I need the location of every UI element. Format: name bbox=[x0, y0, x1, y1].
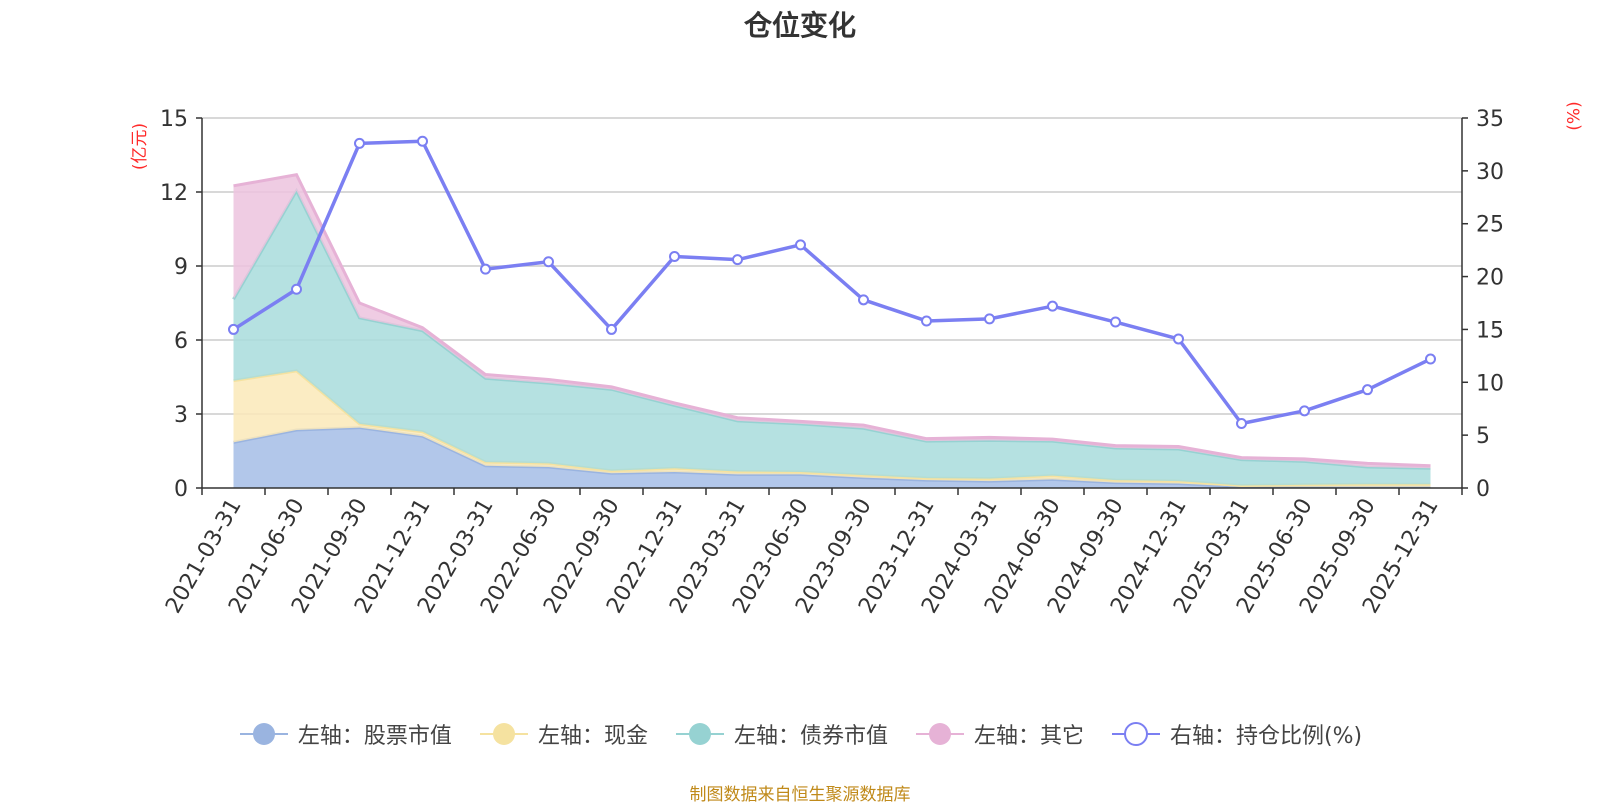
right-tick-label: 30 bbox=[1476, 160, 1504, 185]
legend-label: 左轴：其它 bbox=[973, 724, 1084, 749]
line-point bbox=[291, 283, 302, 295]
line-point bbox=[417, 135, 428, 147]
legend-item[interactable]: 左轴：股票市值 bbox=[238, 718, 452, 750]
legend-swatch-icon bbox=[479, 723, 528, 745]
area-左轴：债券市值 bbox=[233, 190, 1431, 486]
line-point bbox=[1110, 316, 1121, 328]
left-tick-label: 3 bbox=[174, 403, 188, 428]
legend-item[interactable]: 左轴：债券市值 bbox=[674, 718, 888, 750]
left-axis-unit: (亿元) bbox=[130, 122, 151, 171]
right-tick-label: 5 bbox=[1476, 424, 1490, 449]
source-note: 制图数据来自恒生聚源数据库 bbox=[689, 785, 911, 805]
left-tick-label: 9 bbox=[174, 255, 188, 280]
line-point bbox=[1362, 384, 1373, 396]
legend-item[interactable]: 右轴：持仓比例(%) bbox=[1110, 718, 1362, 750]
right-tick-label: 0 bbox=[1476, 477, 1490, 502]
line-point bbox=[1236, 418, 1247, 430]
line-point bbox=[732, 254, 743, 266]
legend-item[interactable]: 左轴：其它 bbox=[914, 718, 1084, 750]
legend-label: 左轴：债券市值 bbox=[733, 724, 888, 749]
legend: 左轴：股票市值 左轴：现金 左轴：债券市值 左轴：其它 右轴：持仓比例(%) bbox=[0, 718, 1600, 750]
right-tick-label: 35 bbox=[1476, 107, 1504, 132]
right-tick-label: 20 bbox=[1476, 266, 1504, 291]
legend-swatch-icon bbox=[1111, 722, 1160, 746]
area-edge-左轴：其它 bbox=[233, 173, 1431, 468]
right-axis-unit: (%) bbox=[1564, 101, 1585, 131]
line-point bbox=[354, 137, 365, 149]
legend-label: 左轴：现金 bbox=[537, 724, 648, 749]
left-tick-label: 0 bbox=[174, 477, 188, 502]
legend-swatch-icon bbox=[239, 723, 288, 745]
line-point bbox=[606, 323, 617, 335]
legend-swatch-icon bbox=[675, 723, 724, 745]
line-point bbox=[984, 313, 995, 325]
line-point bbox=[1173, 333, 1184, 345]
line-point bbox=[480, 263, 491, 275]
line-series bbox=[232, 139, 1432, 426]
legend-label: 左轴：股票市值 bbox=[297, 724, 452, 749]
left-tick-label: 15 bbox=[160, 107, 188, 132]
right-tick-label: 10 bbox=[1476, 371, 1504, 396]
left-tick-label: 6 bbox=[174, 329, 188, 354]
chart-title: 仓位变化 bbox=[743, 9, 856, 42]
area-左轴：股票市值 bbox=[233, 427, 1431, 488]
line-point bbox=[1299, 405, 1310, 417]
line-point bbox=[921, 315, 932, 327]
right-tick-label: 15 bbox=[1476, 318, 1504, 343]
line-point bbox=[228, 323, 239, 335]
line-point bbox=[1047, 300, 1058, 312]
legend-item[interactable]: 左轴：现金 bbox=[478, 718, 648, 750]
line-point bbox=[543, 256, 554, 268]
left-tick-label: 12 bbox=[160, 181, 188, 206]
right-tick-label: 25 bbox=[1476, 213, 1504, 238]
line-point bbox=[795, 239, 806, 251]
legend-label: 右轴：持仓比例(%) bbox=[1169, 724, 1363, 749]
line-point bbox=[1425, 353, 1436, 365]
line-point bbox=[669, 250, 680, 262]
line-point bbox=[858, 294, 869, 306]
legend-swatch-icon bbox=[915, 723, 964, 745]
